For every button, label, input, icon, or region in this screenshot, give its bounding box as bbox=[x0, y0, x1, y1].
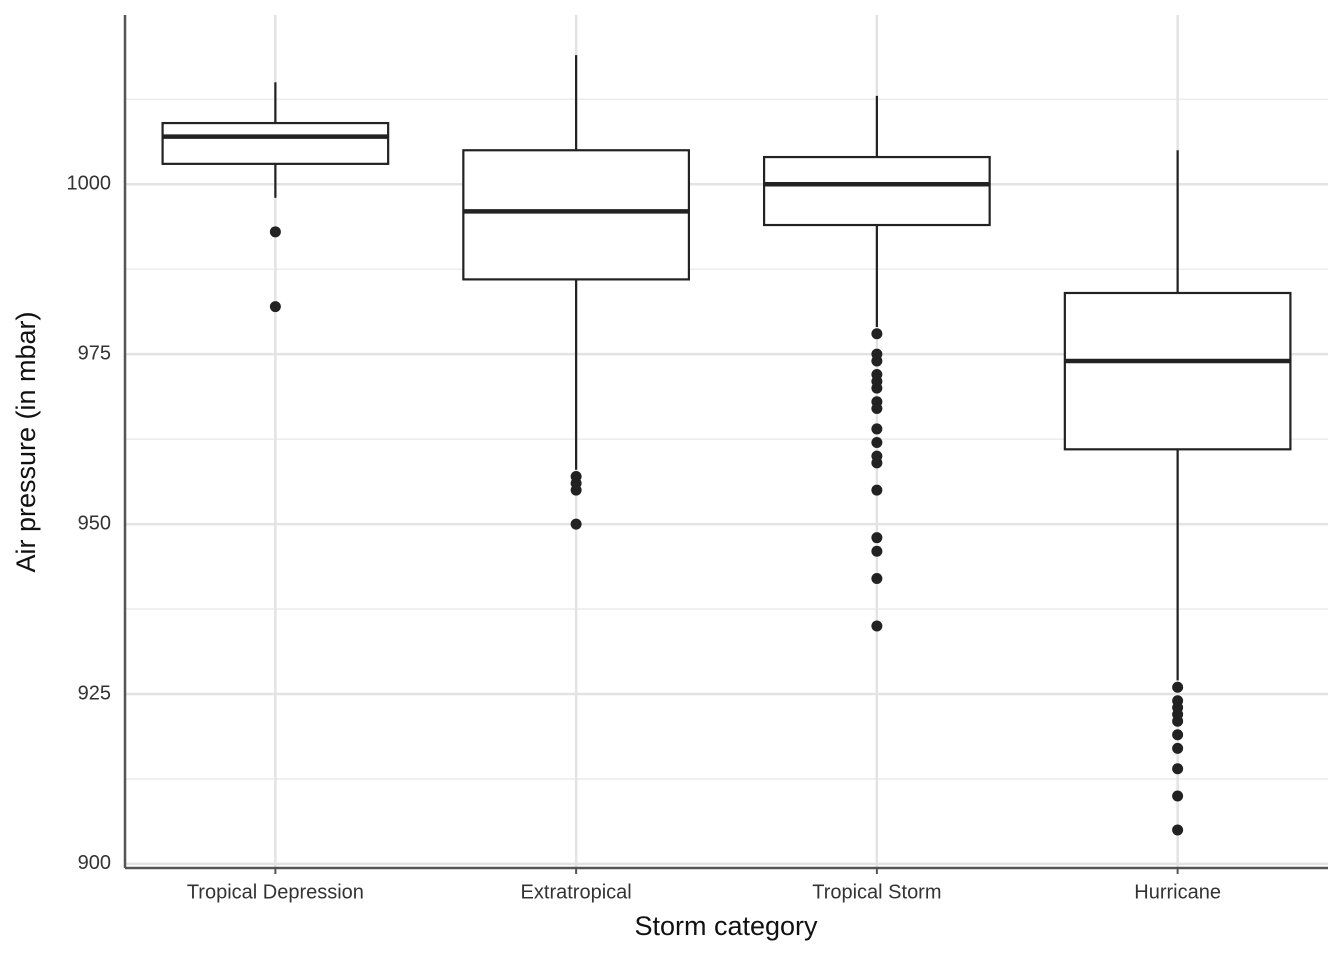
box bbox=[462, 149, 691, 281]
outlier bbox=[1172, 715, 1184, 727]
box bbox=[1063, 291, 1292, 451]
outlier bbox=[1172, 729, 1184, 741]
x-tick-label: Tropical Depression bbox=[187, 881, 364, 903]
outlier bbox=[570, 484, 582, 496]
x-tick-label: Tropical Storm bbox=[812, 881, 941, 903]
y-tick-label: 925 bbox=[78, 682, 111, 704]
y-tick-label: 900 bbox=[78, 852, 111, 874]
outlier bbox=[871, 532, 883, 544]
outlier bbox=[570, 518, 582, 530]
y-tick-label: 975 bbox=[78, 342, 111, 364]
y-axis-title: Air pressure (in mbar) bbox=[11, 311, 41, 572]
outlier bbox=[1172, 790, 1184, 802]
y-tick-label: 1000 bbox=[67, 173, 112, 195]
outlier bbox=[871, 545, 883, 557]
outlier bbox=[871, 620, 883, 632]
outlier bbox=[871, 382, 883, 394]
box bbox=[161, 121, 390, 165]
outlier bbox=[1172, 824, 1184, 836]
outlier bbox=[871, 355, 883, 367]
outlier bbox=[1172, 742, 1184, 754]
outlier bbox=[871, 572, 883, 584]
outlier bbox=[269, 226, 281, 238]
outlier bbox=[1172, 763, 1184, 775]
outlier bbox=[269, 301, 281, 313]
outlier bbox=[1172, 681, 1184, 693]
outlier bbox=[871, 328, 883, 340]
outlier bbox=[871, 484, 883, 496]
x-tick-label: Extratropical bbox=[521, 881, 632, 903]
x-axis-title: Storm category bbox=[634, 911, 818, 941]
box bbox=[762, 155, 991, 227]
x-tick-label: Hurricane bbox=[1134, 881, 1221, 903]
outlier bbox=[871, 457, 883, 469]
outlier bbox=[871, 437, 883, 449]
outlier bbox=[871, 403, 883, 415]
y-tick-label: 950 bbox=[78, 512, 111, 534]
outlier bbox=[871, 423, 883, 435]
